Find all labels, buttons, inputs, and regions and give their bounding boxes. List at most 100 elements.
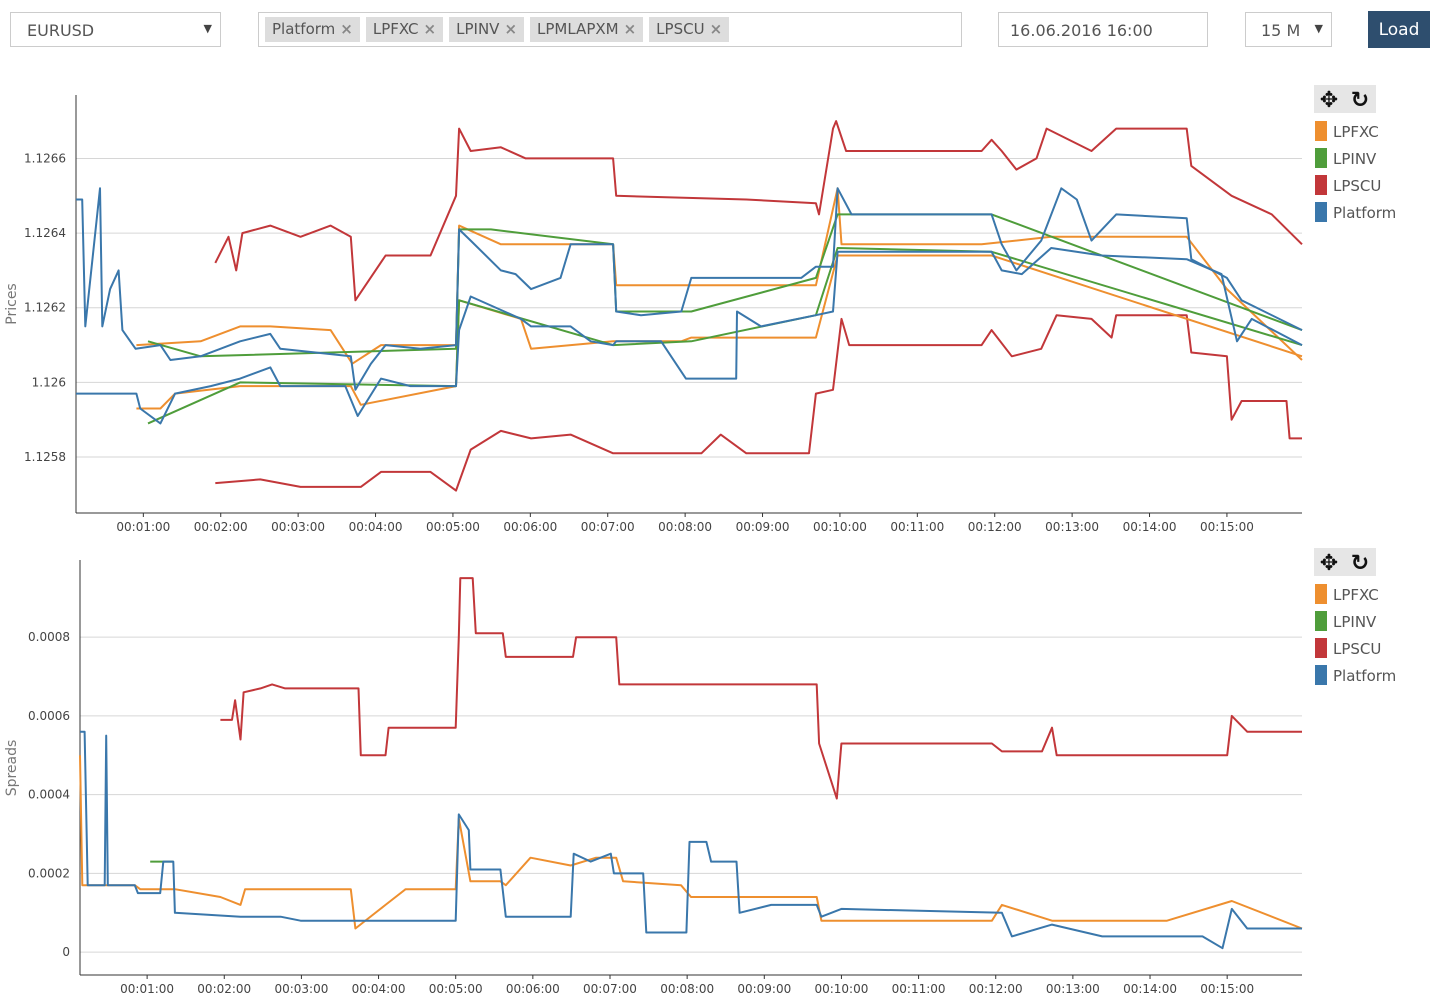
legend-swatch	[1315, 611, 1327, 631]
legend-swatch	[1315, 121, 1327, 141]
provider-tags-input[interactable]: Platform × LPFXC × LPINV × LPMLAPXM × LPSCU ×	[258, 12, 962, 47]
series-line-lpinv	[147, 247, 1303, 425]
legend-item-lpfxc: LPFXC	[1333, 586, 1379, 604]
legend-item-platform: Platform	[1333, 204, 1396, 222]
x-tick-label: 00:06:00	[506, 982, 560, 996]
y-tick-label: 1.1264	[24, 226, 66, 240]
tag-lpmlapxm: LPMLAPXM ×	[530, 17, 644, 42]
x-tick-label: 00:11:00	[892, 982, 946, 996]
x-tick-label: 00:13:00	[1045, 520, 1099, 534]
pan-button[interactable]: ✥	[1320, 551, 1338, 576]
x-tick-label: 00:05:00	[426, 520, 480, 534]
tag-lpinv: LPINV ×	[449, 17, 525, 42]
symbol-select[interactable]: EURUSD ▼	[10, 12, 221, 47]
datetime-value: 16.06.2016 16:00	[1010, 21, 1153, 40]
chevron-down-icon: ▼	[1314, 22, 1323, 35]
legend-swatch	[1315, 638, 1327, 658]
y-tick-label: 0.0002	[28, 866, 70, 880]
x-tick-label: 00:15:00	[1200, 520, 1254, 534]
y-axis-label: Prices	[4, 283, 20, 324]
prices-chart: 1.1258 1.126 1.1262 1.1264 1.1266 00:01:00 00:…	[4, 85, 1396, 534]
x-tick-label: 00:15:00	[1200, 982, 1254, 996]
x-tick-label: 00:11:00	[890, 520, 944, 534]
legend-swatch	[1315, 148, 1327, 168]
x-tick-label: 00:10:00	[814, 982, 868, 996]
legend-item-lpinv: LPINV	[1333, 150, 1377, 168]
series-line-platform	[80, 730, 1302, 950]
remove-tag-icon[interactable]: ×	[623, 20, 637, 38]
series-line-lpfxc	[136, 187, 1303, 365]
legend-swatch	[1315, 584, 1327, 604]
x-tick-label: 00:13:00	[1046, 982, 1100, 996]
x-tick-label: 00:14:00	[1123, 520, 1177, 534]
load-button[interactable]: Load	[1368, 11, 1430, 48]
tag-platform: Platform ×	[265, 17, 360, 42]
legend-item-lpfxc: LPFXC	[1333, 123, 1379, 141]
series-line-platform	[76, 247, 1303, 425]
tag-label: Platform	[272, 20, 336, 38]
x-tick-label: 00:12:00	[968, 520, 1022, 534]
pan-button[interactable]: ✥	[1320, 88, 1338, 113]
x-tick-label: 00:14:00	[1123, 982, 1177, 996]
x-tick-label: 00:04:00	[349, 520, 403, 534]
remove-tag-icon[interactable]: ×	[709, 20, 723, 38]
remove-tag-icon[interactable]: ×	[504, 20, 518, 38]
remove-tag-icon[interactable]: ×	[423, 20, 437, 38]
x-tick-label: 00:08:00	[660, 982, 714, 996]
y-tick-label: 1.1258	[24, 450, 66, 464]
tag-lpfxc: LPFXC ×	[365, 17, 444, 42]
x-tick-label: 00:10:00	[813, 520, 867, 534]
series-line-lpfxc	[79, 755, 1303, 930]
tag-label: LPFXC	[372, 20, 419, 38]
series-line-platform	[76, 187, 1303, 391]
tag-lpscu: LPSCU ×	[649, 17, 730, 42]
y-tick-label: 0.0006	[28, 709, 70, 723]
legend-swatch	[1315, 175, 1327, 195]
y-tick-label: 0	[62, 945, 70, 959]
x-tick-label: 00:03:00	[271, 520, 325, 534]
x-tick-label: 00:07:00	[581, 520, 635, 534]
legend-item-lpscu: LPSCU	[1333, 177, 1381, 195]
y-tick-label: 0.0008	[28, 630, 70, 644]
x-tick-label: 00:12:00	[969, 982, 1023, 996]
y-tick-label: 1.126	[32, 375, 66, 389]
series-line-lpscu	[214, 120, 1303, 302]
x-tick-label: 00:08:00	[658, 520, 712, 534]
reset-zoom-button[interactable]: ↻	[1351, 88, 1369, 113]
legend-item-lpscu: LPSCU	[1333, 640, 1381, 658]
period-select[interactable]: 15 M ▼	[1245, 12, 1332, 47]
x-tick-label: 00:01:00	[116, 520, 170, 534]
x-tick-label: 00:02:00	[197, 982, 251, 996]
y-axis-label: Spreads	[4, 740, 20, 797]
tag-label: LPINV	[456, 20, 500, 38]
x-tick-label: 00:04:00	[352, 982, 406, 996]
legend-item-lpinv: LPINV	[1333, 613, 1377, 631]
y-tick-label: 1.1266	[24, 151, 66, 165]
legend-swatch	[1315, 665, 1327, 685]
x-tick-label: 00:09:00	[737, 982, 791, 996]
period-value: 15 M	[1261, 21, 1301, 40]
x-tick-label: 00:03:00	[274, 982, 328, 996]
x-tick-label: 00:06:00	[503, 520, 557, 534]
reset-zoom-button[interactable]: ↻	[1351, 551, 1369, 576]
tag-label: LPSCU	[656, 20, 705, 38]
x-tick-label: 00:07:00	[583, 982, 637, 996]
y-tick-label: 1.1262	[24, 301, 66, 315]
x-tick-label: 00:01:00	[120, 982, 174, 996]
tag-label: LPMLAPXM	[537, 20, 619, 38]
datetime-input[interactable]: 16.06.2016 16:00	[998, 12, 1208, 47]
chart-toolbar	[1314, 548, 1376, 576]
x-tick-label: 00:05:00	[429, 982, 483, 996]
legend-item-platform: Platform	[1333, 667, 1396, 685]
series-line-lpscu	[215, 314, 1302, 492]
series-line-lpscu	[220, 577, 1302, 800]
x-tick-label: 00:02:00	[194, 520, 248, 534]
x-tick-label: 00:09:00	[736, 520, 790, 534]
chevron-down-icon: ▼	[203, 22, 212, 35]
chart-toolbar	[1314, 85, 1376, 113]
legend-swatch	[1315, 202, 1327, 222]
remove-tag-icon[interactable]: ×	[340, 20, 353, 38]
y-tick-label: 0.0004	[28, 788, 70, 802]
symbol-value: EURUSD	[27, 21, 95, 40]
